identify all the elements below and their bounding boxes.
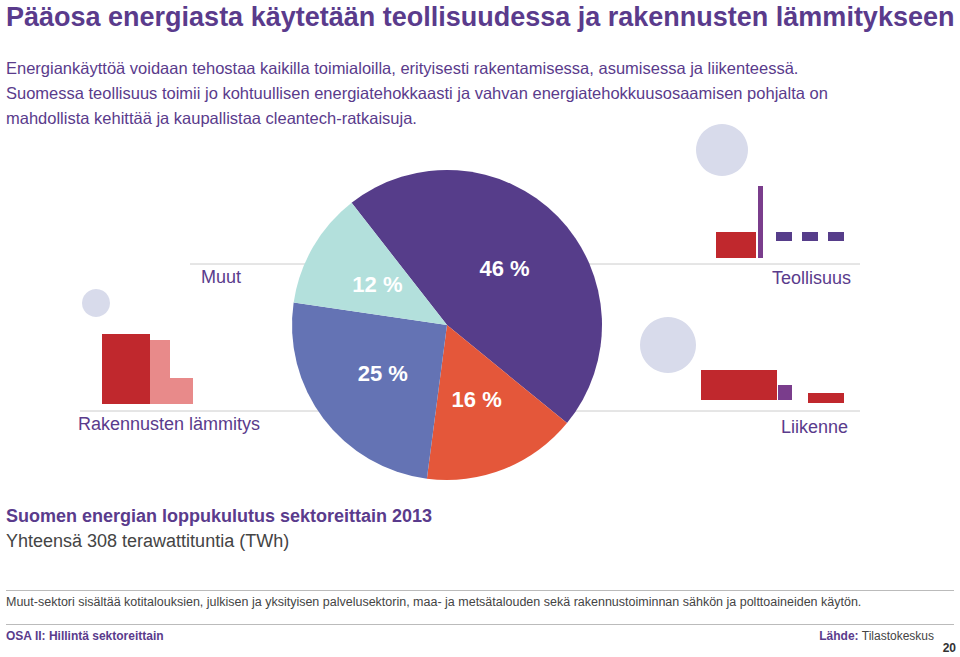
html-text:mahdollista kehittää ja kaupal: mahdollista kehittää ja kaupallistaa cle… <box>6 109 417 127</box>
svg-text:25 %: 25 % <box>358 361 408 386</box>
html-text:Muut-sektori sisältää kotitalo: Muut-sektori sisältää kotitalouksien, ju… <box>6 595 862 609</box>
html-text:Lähde: Tilastokeskus: Lähde: Tilastokeskus <box>819 629 934 643</box>
svg-text:16 %: 16 % <box>452 387 502 412</box>
svg-text:Liikenne: Liikenne <box>781 417 848 437</box>
svg-text:Muut: Muut <box>201 267 241 287</box>
html-text:Suomen energian loppukulutus s: Suomen energian loppukulutus sektoreitta… <box>6 506 433 526</box>
svg-text:46 %: 46 % <box>479 256 529 281</box>
html-text:Energiankäyttöä voidaan tehost: Energiankäyttöä voidaan tehostaa kaikill… <box>6 59 799 77</box>
html-text:Pääosa energiasta käytetään te: Pääosa energiasta käytetään teollisuudes… <box>6 2 955 32</box>
html-text:OSA II: Hillintä sektoreittain: OSA II: Hillintä sektoreittain <box>6 629 164 643</box>
html-text:20: 20 <box>942 641 956 655</box>
svg-text:Rakennusten lämmitys: Rakennusten lämmitys <box>78 414 260 434</box>
html-text:Suomessa teollisuus toimii jo: Suomessa teollisuus toimii jo kohtuullis… <box>6 84 828 102</box>
html-text:Yhteensä 308 terawattituntia (: Yhteensä 308 terawattituntia (TWh) <box>6 531 290 551</box>
svg-text:12 %: 12 % <box>352 272 402 297</box>
svg-text:Teollisuus: Teollisuus <box>772 268 851 288</box>
